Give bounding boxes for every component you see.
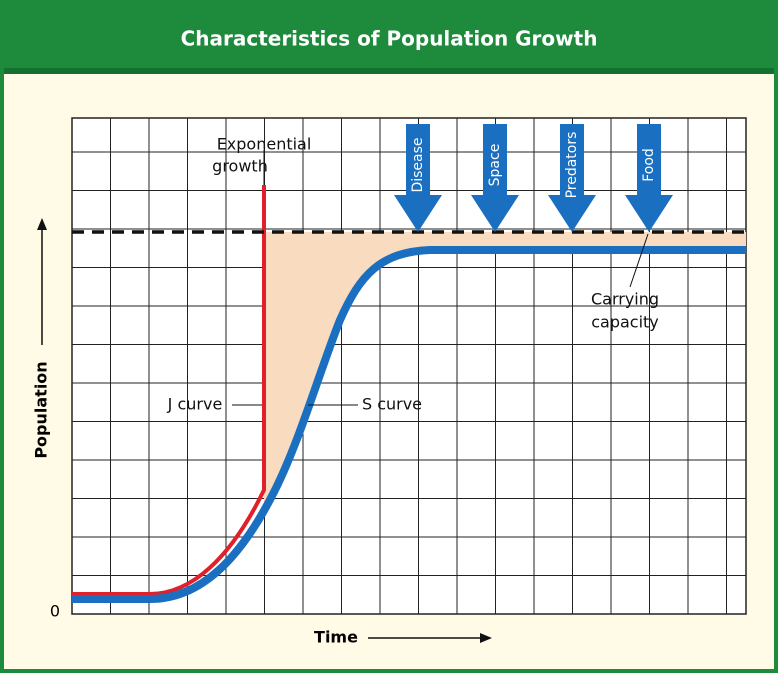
x-axis-arrowhead [480, 633, 492, 643]
header-shadow [4, 68, 774, 74]
leader [629, 233, 649, 288]
arrow-label: Disease [410, 137, 426, 192]
arrow [548, 124, 596, 232]
arrow-label: Space [487, 144, 503, 187]
label: Exponential [217, 135, 312, 154]
s-curve [72, 246, 746, 603]
label: S curve [362, 395, 422, 414]
label: Carrying [591, 290, 659, 309]
arrow [471, 124, 519, 232]
title: Characteristics of Population Growth [181, 27, 598, 51]
header-band [4, 4, 774, 72]
gap-fill [264, 232, 746, 505]
y-axis-arrowhead [37, 218, 47, 230]
plot-border [71, 117, 747, 615]
j-curve [72, 185, 266, 596]
label: growth [212, 157, 268, 176]
origin-label: 0 [50, 602, 60, 621]
arrow-label: Food [641, 148, 657, 182]
arrow [625, 124, 673, 232]
arrow-label: Predators [564, 132, 580, 199]
limiting-factors: Disease Space Predators Food [394, 124, 673, 232]
y-axis-label: Population [32, 361, 51, 458]
x-axis-label: Time [314, 628, 358, 647]
arrow [394, 124, 442, 232]
label: J curve [167, 395, 223, 414]
label: capacity [591, 313, 659, 332]
